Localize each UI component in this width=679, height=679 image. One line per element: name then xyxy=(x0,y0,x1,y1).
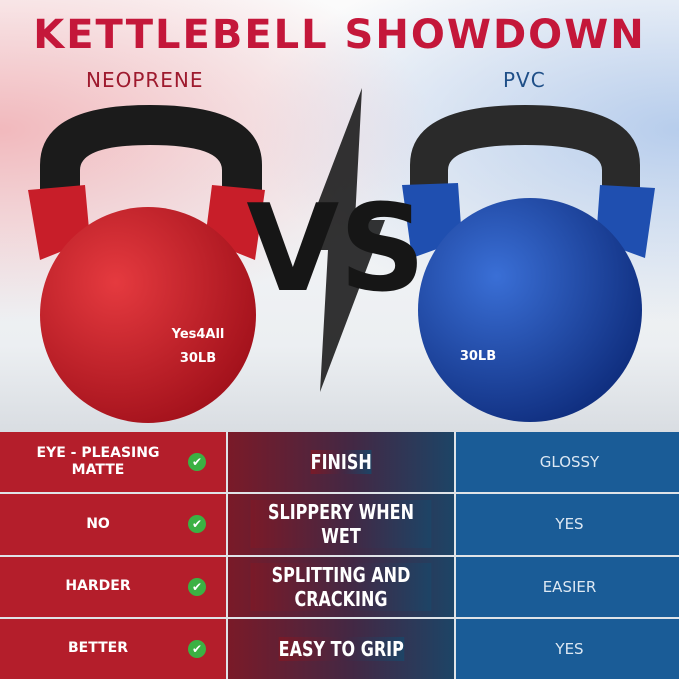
page-title: KETTLEBELL SHOWDOWN xyxy=(33,12,646,58)
neoprene-label: NEOPRENE xyxy=(86,68,204,92)
check-circle-icon: ✔ xyxy=(188,577,206,596)
comparison-table: EYE - PLEASING MATTE ✔ FINISH GLOSSY NO ✔ … xyxy=(0,432,679,679)
neoprene-cell: EYE - PLEASING MATTE ✔ xyxy=(0,432,226,493)
feature-cell: SLIPPERY WHEN WET xyxy=(250,500,432,549)
check-circle-icon: ✔ xyxy=(188,639,206,658)
check-circle-icon: ✔ xyxy=(188,515,206,534)
pvc-kettlebell: 30LB xyxy=(402,105,655,422)
feature-cell: FINISH xyxy=(310,450,372,475)
pvc-cell: YES xyxy=(456,494,679,555)
blue-weight-label: 30LB xyxy=(460,349,496,364)
pvc-label: PVC xyxy=(503,68,546,92)
feature-cell: EASY TO GRIP xyxy=(278,636,404,661)
pvc-cell: EASIER xyxy=(456,556,679,617)
check-circle-icon: ✔ xyxy=(188,453,206,472)
feature-cell: SPLITTING AND CRACKING xyxy=(250,562,432,611)
brand-logo: Yes4All xyxy=(171,327,225,342)
pvc-cell: GLOSSY xyxy=(456,432,679,493)
neoprene-cell: HARDER ✔ xyxy=(0,556,226,617)
neoprene-cell: NO ✔ xyxy=(0,494,226,555)
pvc-cell: YES xyxy=(456,618,679,679)
vs-text: VS xyxy=(246,180,425,319)
neoprene-kettlebell: Yes4All 30LB xyxy=(28,105,265,423)
lightning-divider xyxy=(300,88,385,392)
red-weight-label: 30LB xyxy=(180,351,216,366)
neoprene-cell: BETTER ✔ xyxy=(0,618,226,679)
kettlebell-illustration: Yes4All 30LB 30LB VS xyxy=(28,88,655,423)
